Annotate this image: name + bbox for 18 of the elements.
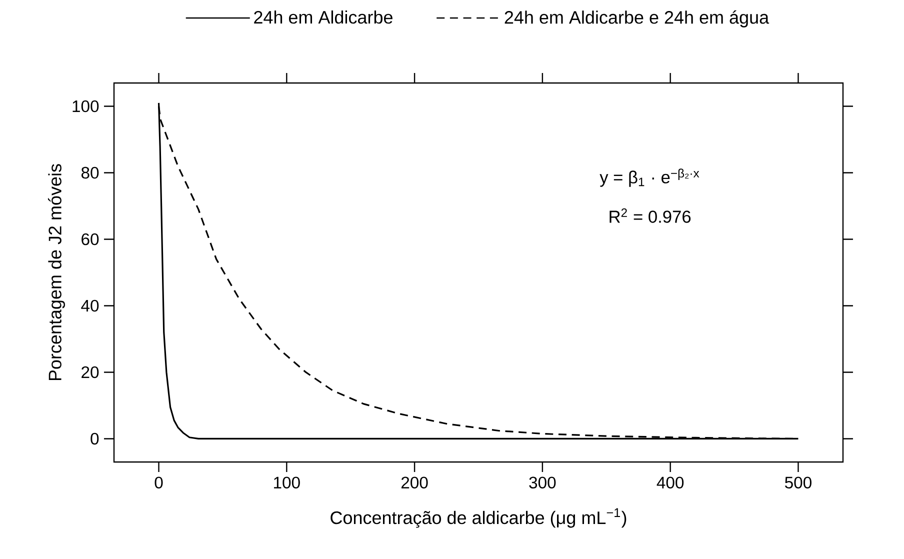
x-tick-label: 100 — [274, 476, 300, 488]
x-tick-label: 200 — [401, 476, 428, 488]
annotation: y = β$_{1}$ · e$^{−β₂·x}$ — [600, 168, 700, 187]
y-tick-label: 40 — [81, 300, 99, 312]
y-tick-label: 60 — [82, 233, 99, 246]
legend-label: 24h em Aldicarbe — [254, 10, 392, 24]
y-axis-title: Porcentagem de J2 móveis — [48, 164, 66, 380]
y-tick-label: 80 — [81, 166, 99, 179]
x-tick-label: 500 — [784, 476, 812, 488]
x-axis-title: Concentração de aldicarbe (μg mL$^{−1}$) — [330, 508, 626, 528]
x-tick-label: 0 — [154, 476, 163, 488]
y-tick-label: 0 — [90, 432, 99, 445]
y-tick-label: 20 — [82, 366, 99, 378]
x-tick-label: 300 — [529, 476, 556, 488]
y-tick-label: 100 — [72, 100, 99, 112]
x-tick-label: 400 — [656, 476, 684, 488]
annotation: R$^{2}$ = 0.976 — [610, 208, 691, 223]
legend-label: 24h em Aldicarbe e 24h em água — [504, 10, 770, 28]
